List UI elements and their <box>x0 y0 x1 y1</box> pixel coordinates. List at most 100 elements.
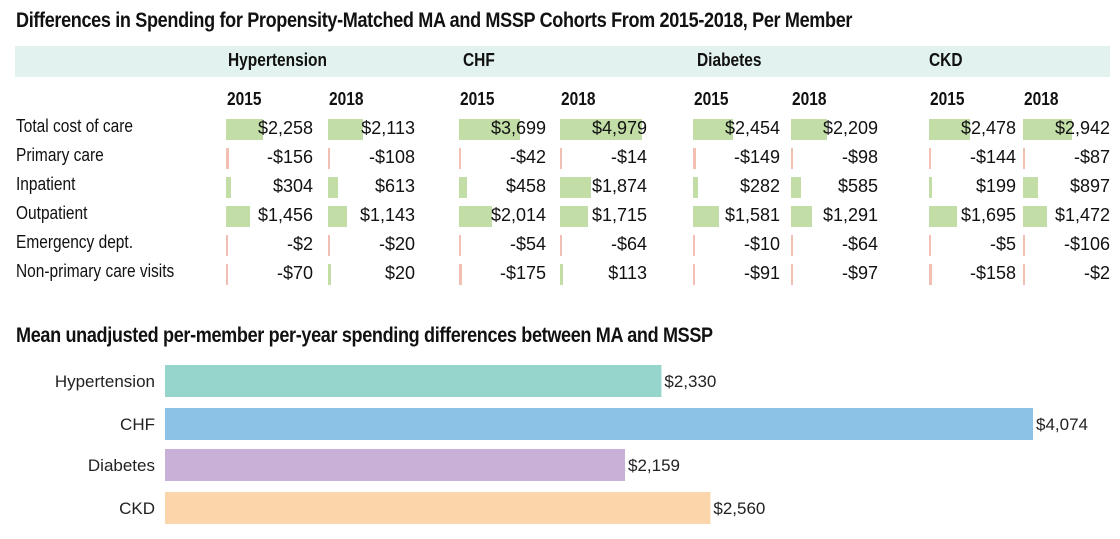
cell-bar <box>791 235 793 256</box>
bar-ckd <box>165 492 711 524</box>
bar-chart-title: Mean unadjusted per-member per-year spen… <box>16 324 713 347</box>
cell-value: -$156 <box>266 147 313 167</box>
cell-bar <box>328 235 330 256</box>
group-header-hypertension: Hypertension <box>228 50 327 70</box>
cell-value: $282 <box>739 176 780 196</box>
cell-value: $1,456 <box>257 205 313 225</box>
row-label-primary-care: Primary care <box>16 145 104 165</box>
cell-bar <box>226 235 228 256</box>
cell-value: -$97 <box>841 263 878 283</box>
bar-label-diabetes: Diabetes <box>88 456 155 475</box>
bar-hypertension <box>165 365 662 397</box>
cell-bar <box>560 235 562 256</box>
cell-value: $2,454 <box>724 118 780 138</box>
cell-bar <box>226 264 228 285</box>
bar-label-chf: CHF <box>120 415 155 434</box>
cell-value: -$70 <box>276 263 313 283</box>
row-label-emergency-dept: Emergency dept. <box>16 232 134 252</box>
year-header: 2018 <box>329 89 364 109</box>
cell-bar <box>328 119 363 140</box>
cell-value: -$10 <box>743 234 780 254</box>
cell-value: $2,209 <box>822 118 878 138</box>
cell-value: -$64 <box>610 234 647 254</box>
bar-value-label: $2,560 <box>713 499 765 518</box>
cell-bar <box>459 235 461 256</box>
cell-bar <box>560 264 563 285</box>
cell-bar <box>1023 264 1025 285</box>
year-header: 2015 <box>227 89 262 109</box>
cell-value: $1,715 <box>591 205 647 225</box>
cell-bar <box>929 264 932 285</box>
bar-chf <box>165 408 1033 440</box>
cell-bar <box>459 148 461 169</box>
cell-bar <box>929 119 970 140</box>
cell-bar <box>328 206 347 227</box>
cell-value: $3,699 <box>490 118 546 138</box>
cell-value: $2,942 <box>1054 118 1110 138</box>
row-label-total-cost-of-care: Total cost of care <box>16 116 134 136</box>
cell-value: -$2 <box>286 234 313 254</box>
cell-value: -$42 <box>509 147 546 167</box>
cell-value: -$54 <box>509 234 546 254</box>
group-header-ckd: CKD <box>929 50 963 70</box>
cell-value: -$5 <box>989 234 1016 254</box>
header-band <box>15 46 1110 77</box>
cell-value: -$106 <box>1063 234 1110 254</box>
cell-bar <box>226 206 250 227</box>
cell-bar <box>791 177 801 198</box>
cell-bar <box>693 235 695 256</box>
cell-value: $199 <box>975 176 1016 196</box>
year-header: 2015 <box>930 89 965 109</box>
cell-value: $304 <box>272 176 313 196</box>
bar-value-label: $4,074 <box>1036 415 1088 434</box>
cell-bar <box>560 148 562 169</box>
cell-bar <box>929 235 931 256</box>
cell-value: $2,014 <box>490 205 546 225</box>
cell-value: -$149 <box>733 147 780 167</box>
year-header: 2018 <box>792 89 827 109</box>
cell-value: -$175 <box>499 263 546 283</box>
cell-value: $1,874 <box>591 176 647 196</box>
cell-bar <box>560 177 591 198</box>
table-title: Differences in Spending for Propensity-M… <box>16 9 853 32</box>
row-label-non-primary-care-visits: Non-primary care visits <box>16 261 175 281</box>
cell-value: $2,478 <box>960 118 1016 138</box>
year-header: 2018 <box>561 89 596 109</box>
cell-value: -$64 <box>841 234 878 254</box>
cell-bar <box>1023 119 1072 140</box>
cell-value: $4,979 <box>591 118 647 138</box>
group-header-diabetes: Diabetes <box>697 50 762 70</box>
cell-bar <box>459 177 467 198</box>
group-header-chf: CHF <box>463 50 495 70</box>
bar-value-label: $2,330 <box>664 372 716 391</box>
cell-bar <box>791 264 793 285</box>
cell-value: -$87 <box>1073 147 1110 167</box>
bar-value-label: $2,159 <box>628 456 680 475</box>
bar-label-hypertension: Hypertension <box>55 372 155 391</box>
cell-value: $897 <box>1069 176 1110 196</box>
cell-value: -$14 <box>610 147 647 167</box>
cell-bar <box>1023 148 1025 169</box>
cell-bar <box>560 119 642 140</box>
cell-bar <box>459 119 520 140</box>
cell-value: $1,695 <box>960 205 1016 225</box>
cell-bar <box>791 206 813 227</box>
cell-bar <box>929 177 933 198</box>
cell-bar <box>226 119 264 140</box>
cell-value: $2,113 <box>361 118 415 138</box>
cell-bar <box>929 148 932 169</box>
cell-value: $1,143 <box>359 205 415 225</box>
cell-bar <box>226 148 229 169</box>
cell-bar <box>1023 206 1048 227</box>
cell-value: $458 <box>505 176 546 196</box>
cell-value: $613 <box>374 176 415 196</box>
cell-value: -$108 <box>368 147 415 167</box>
cell-value: $1,472 <box>1054 205 1110 225</box>
cell-value: $20 <box>384 263 415 283</box>
cell-bar <box>459 264 462 285</box>
year-header: 2015 <box>694 89 729 109</box>
year-header: 2018 <box>1024 89 1059 109</box>
cell-bar <box>791 148 793 169</box>
cell-value: -$158 <box>969 263 1016 283</box>
cell-value: $113 <box>608 263 647 283</box>
